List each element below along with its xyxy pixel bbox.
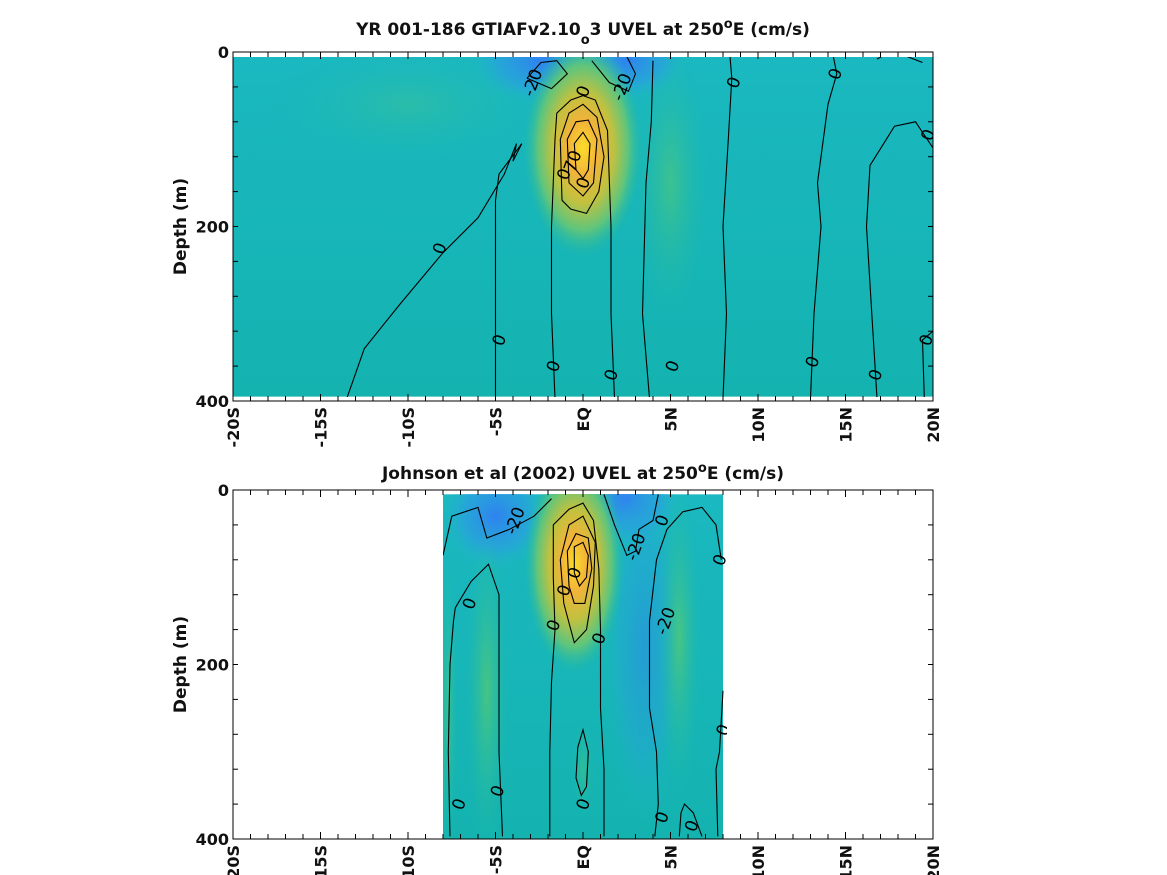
contour-line	[921, 330, 933, 397]
title-subscript: o	[581, 33, 590, 48]
contour-line	[722, 57, 733, 397]
green-band	[464, 520, 509, 839]
contour-line	[865, 121, 933, 397]
x-tick-label: 15N	[837, 407, 856, 443]
contour-line	[715, 690, 724, 837]
x-tick-label: -20S	[224, 407, 243, 447]
contour-line	[550, 95, 615, 397]
contour-line	[575, 727, 589, 797]
title-text: Johnson et al (2002) UVEL at 250	[381, 464, 698, 484]
title-superscript: o	[698, 461, 707, 476]
green-band	[443, 548, 459, 839]
y-tick-label: 400	[196, 830, 229, 849]
x-tick-label: -5S	[487, 407, 506, 436]
y-tick-label: 200	[196, 656, 229, 675]
contour-line	[447, 563, 504, 837]
chart-title: YR 001-186 GTIAFv2.10o3 UVEL at 250oE (c…	[355, 17, 810, 48]
x-tick-label: 10N	[749, 407, 768, 443]
x-tick-label: 20N	[924, 845, 943, 875]
contour-line	[573, 541, 589, 588]
contour-line	[443, 498, 552, 556]
y-axis-label: Depth (m)	[171, 616, 191, 713]
contour-line	[648, 506, 722, 837]
title-superscript: o	[724, 17, 733, 32]
x-tick-label: -20S	[224, 845, 243, 875]
contour-label: 0	[709, 552, 731, 569]
x-tick-label: 20N	[924, 407, 943, 443]
x-tick-label: -5S	[487, 845, 506, 874]
contour-line	[566, 119, 598, 197]
green-band	[571, 719, 595, 820]
contour-line	[591, 57, 637, 93]
title-text: YR 001-186 GTIAFv2.10	[355, 20, 581, 40]
contour-line	[526, 60, 569, 90]
y-axis-label: Depth (m)	[171, 178, 191, 275]
title-text: E (cm/s)	[707, 464, 784, 484]
westward-flow-blue	[443, 494, 551, 572]
x-tick-label: -10S	[399, 407, 418, 447]
x-tick-label: -15S	[312, 845, 331, 875]
contour-line	[641, 60, 654, 397]
title-text: 3 UVEL at 250	[590, 20, 724, 40]
x-tick-label: -10S	[399, 845, 418, 875]
x-tick-label: -15S	[312, 407, 331, 447]
contour-label: 0	[916, 332, 938, 349]
contour-line	[346, 143, 518, 397]
x-tick-label: 5N	[662, 845, 681, 870]
title-text: E (cm/s)	[733, 20, 810, 40]
contour-line	[573, 131, 591, 180]
contour-line	[494, 143, 523, 397]
y-tick-label: 0	[218, 481, 229, 500]
x-tick-label: EQ	[574, 845, 593, 870]
x-tick-label: 5N	[662, 407, 681, 432]
contour-line	[559, 103, 605, 215]
contour-line	[810, 57, 838, 397]
contour-line	[549, 502, 605, 837]
contour-line	[678, 803, 703, 837]
y-tick-label: 400	[196, 392, 229, 411]
contour-line	[566, 532, 593, 604]
x-tick-label: 10N	[749, 845, 768, 875]
contour-line	[603, 494, 659, 557]
contour-line	[876, 57, 923, 64]
y-tick-label: 200	[196, 218, 229, 237]
x-tick-label: 15N	[837, 845, 856, 875]
y-tick-label: 0	[218, 43, 229, 62]
green-band	[268, 57, 548, 165]
chart-title: Johnson et al (2002) UVEL at 250oE (cm/s…	[381, 461, 784, 484]
contour-line	[559, 515, 596, 644]
green-band	[657, 494, 702, 799]
x-tick-label: EQ	[574, 407, 593, 432]
undercurrent-core	[523, 57, 643, 258]
undercurrent-core	[524, 494, 625, 675]
